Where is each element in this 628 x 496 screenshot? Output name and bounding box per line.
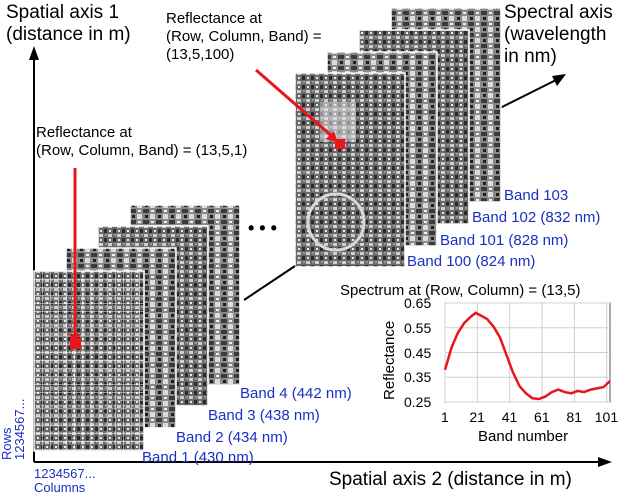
band-100-road-ring (306, 192, 366, 252)
stack-connector-line (243, 265, 296, 301)
band-103-label: Band 103 (504, 187, 569, 204)
back-pointer-line (255, 68, 335, 140)
band-100-label: Band 100 (824 nm) (407, 253, 536, 270)
rows-digits: 1234567... (12, 398, 27, 460)
spectrum-line (443, 311, 611, 401)
columns-digits: 1234567... (34, 466, 96, 481)
chart-xtick-label: 61 (534, 409, 550, 425)
chart-ytick-label: 0.55 (404, 319, 432, 336)
chart-xtick-label: 41 (501, 409, 518, 425)
spectral-axis-line3: in nm) (504, 46, 557, 67)
band-2-label: Band 2 (434 nm) (176, 429, 288, 446)
chart-xtick-label: 81 (566, 409, 582, 425)
band-1-label: Band 1 (430 nm) (142, 449, 254, 466)
spectral-axis-line2: (wavelength (504, 24, 607, 45)
columns-label: 1234567... Columns (34, 467, 95, 495)
chart-xtick-label: 21 (469, 409, 485, 425)
columns-word: Columns (34, 480, 86, 495)
chart-ytick-label: 0.25 (404, 394, 432, 410)
back-annotation-line2: (Row, Column, Band) = (166, 28, 322, 45)
back-reflectance-annotation: Reflectance at (Row, Column, Band) = (13… (166, 10, 322, 64)
chart-ytick-label: 0.35 (404, 369, 432, 386)
rows-label: Rows 1234567... (0, 378, 27, 460)
front-reflectance-annotation: Reflectance at (Row, Column, Band) = (13… (36, 124, 247, 160)
spatial-axis-1-arrowhead (29, 46, 39, 60)
front-annotation-line1: Reflectance at (36, 124, 132, 141)
front-pixel-marker (70, 338, 81, 349)
spatial-axis-2-label: Spatial axis 2 (distance in m) (329, 469, 572, 490)
chart-ytick-label: 0.45 (404, 344, 432, 361)
back-annotation-line1: Reflectance at (166, 10, 262, 27)
band-102-label: Band 102 (832 nm) (472, 209, 601, 226)
spatial-axis-1-line2: (distance in m) (6, 24, 131, 45)
band-3-label: Band 3 (438 nm) (208, 407, 320, 424)
chart-ytick-label: 0.65 (404, 295, 432, 311)
spatial-axis-2-arrowhead (598, 457, 612, 467)
band-4-label: Band 4 (442 nm) (240, 385, 352, 402)
band-101-label: Band 101 (828 nm) (440, 232, 569, 249)
spatial-axis-1-line1: Spatial axis 1 (6, 2, 120, 23)
chart-xtick-label: 101 (594, 409, 619, 425)
pixel-grid-overlay (34, 271, 144, 451)
spectral-axis-line (499, 79, 557, 109)
chart-xtick-label: 1 (441, 409, 449, 425)
spectral-axis-arrowhead (552, 74, 566, 86)
chart-ylabel: Reflectance (381, 320, 398, 400)
spectral-axis-label: Spectral axis (wavelength in nm) (504, 2, 613, 68)
spectral-axis-line1: Spectral axis (504, 2, 613, 23)
spatial-axis-1-label: Spatial axis 1 (distance in m) (6, 2, 131, 46)
band-ellipsis: • • • (248, 218, 277, 238)
chart-xlabel: Band number (478, 428, 569, 445)
front-annotation-line2: (Row, Column, Band) = (13,5,1) (36, 142, 248, 159)
chart-title: Spectrum at (Row, Column) = (13,5) (340, 282, 581, 299)
band-100-building (320, 102, 356, 142)
back-annotation-line3: (13,5,100) (166, 46, 235, 63)
back-pixel-marker (335, 139, 345, 149)
